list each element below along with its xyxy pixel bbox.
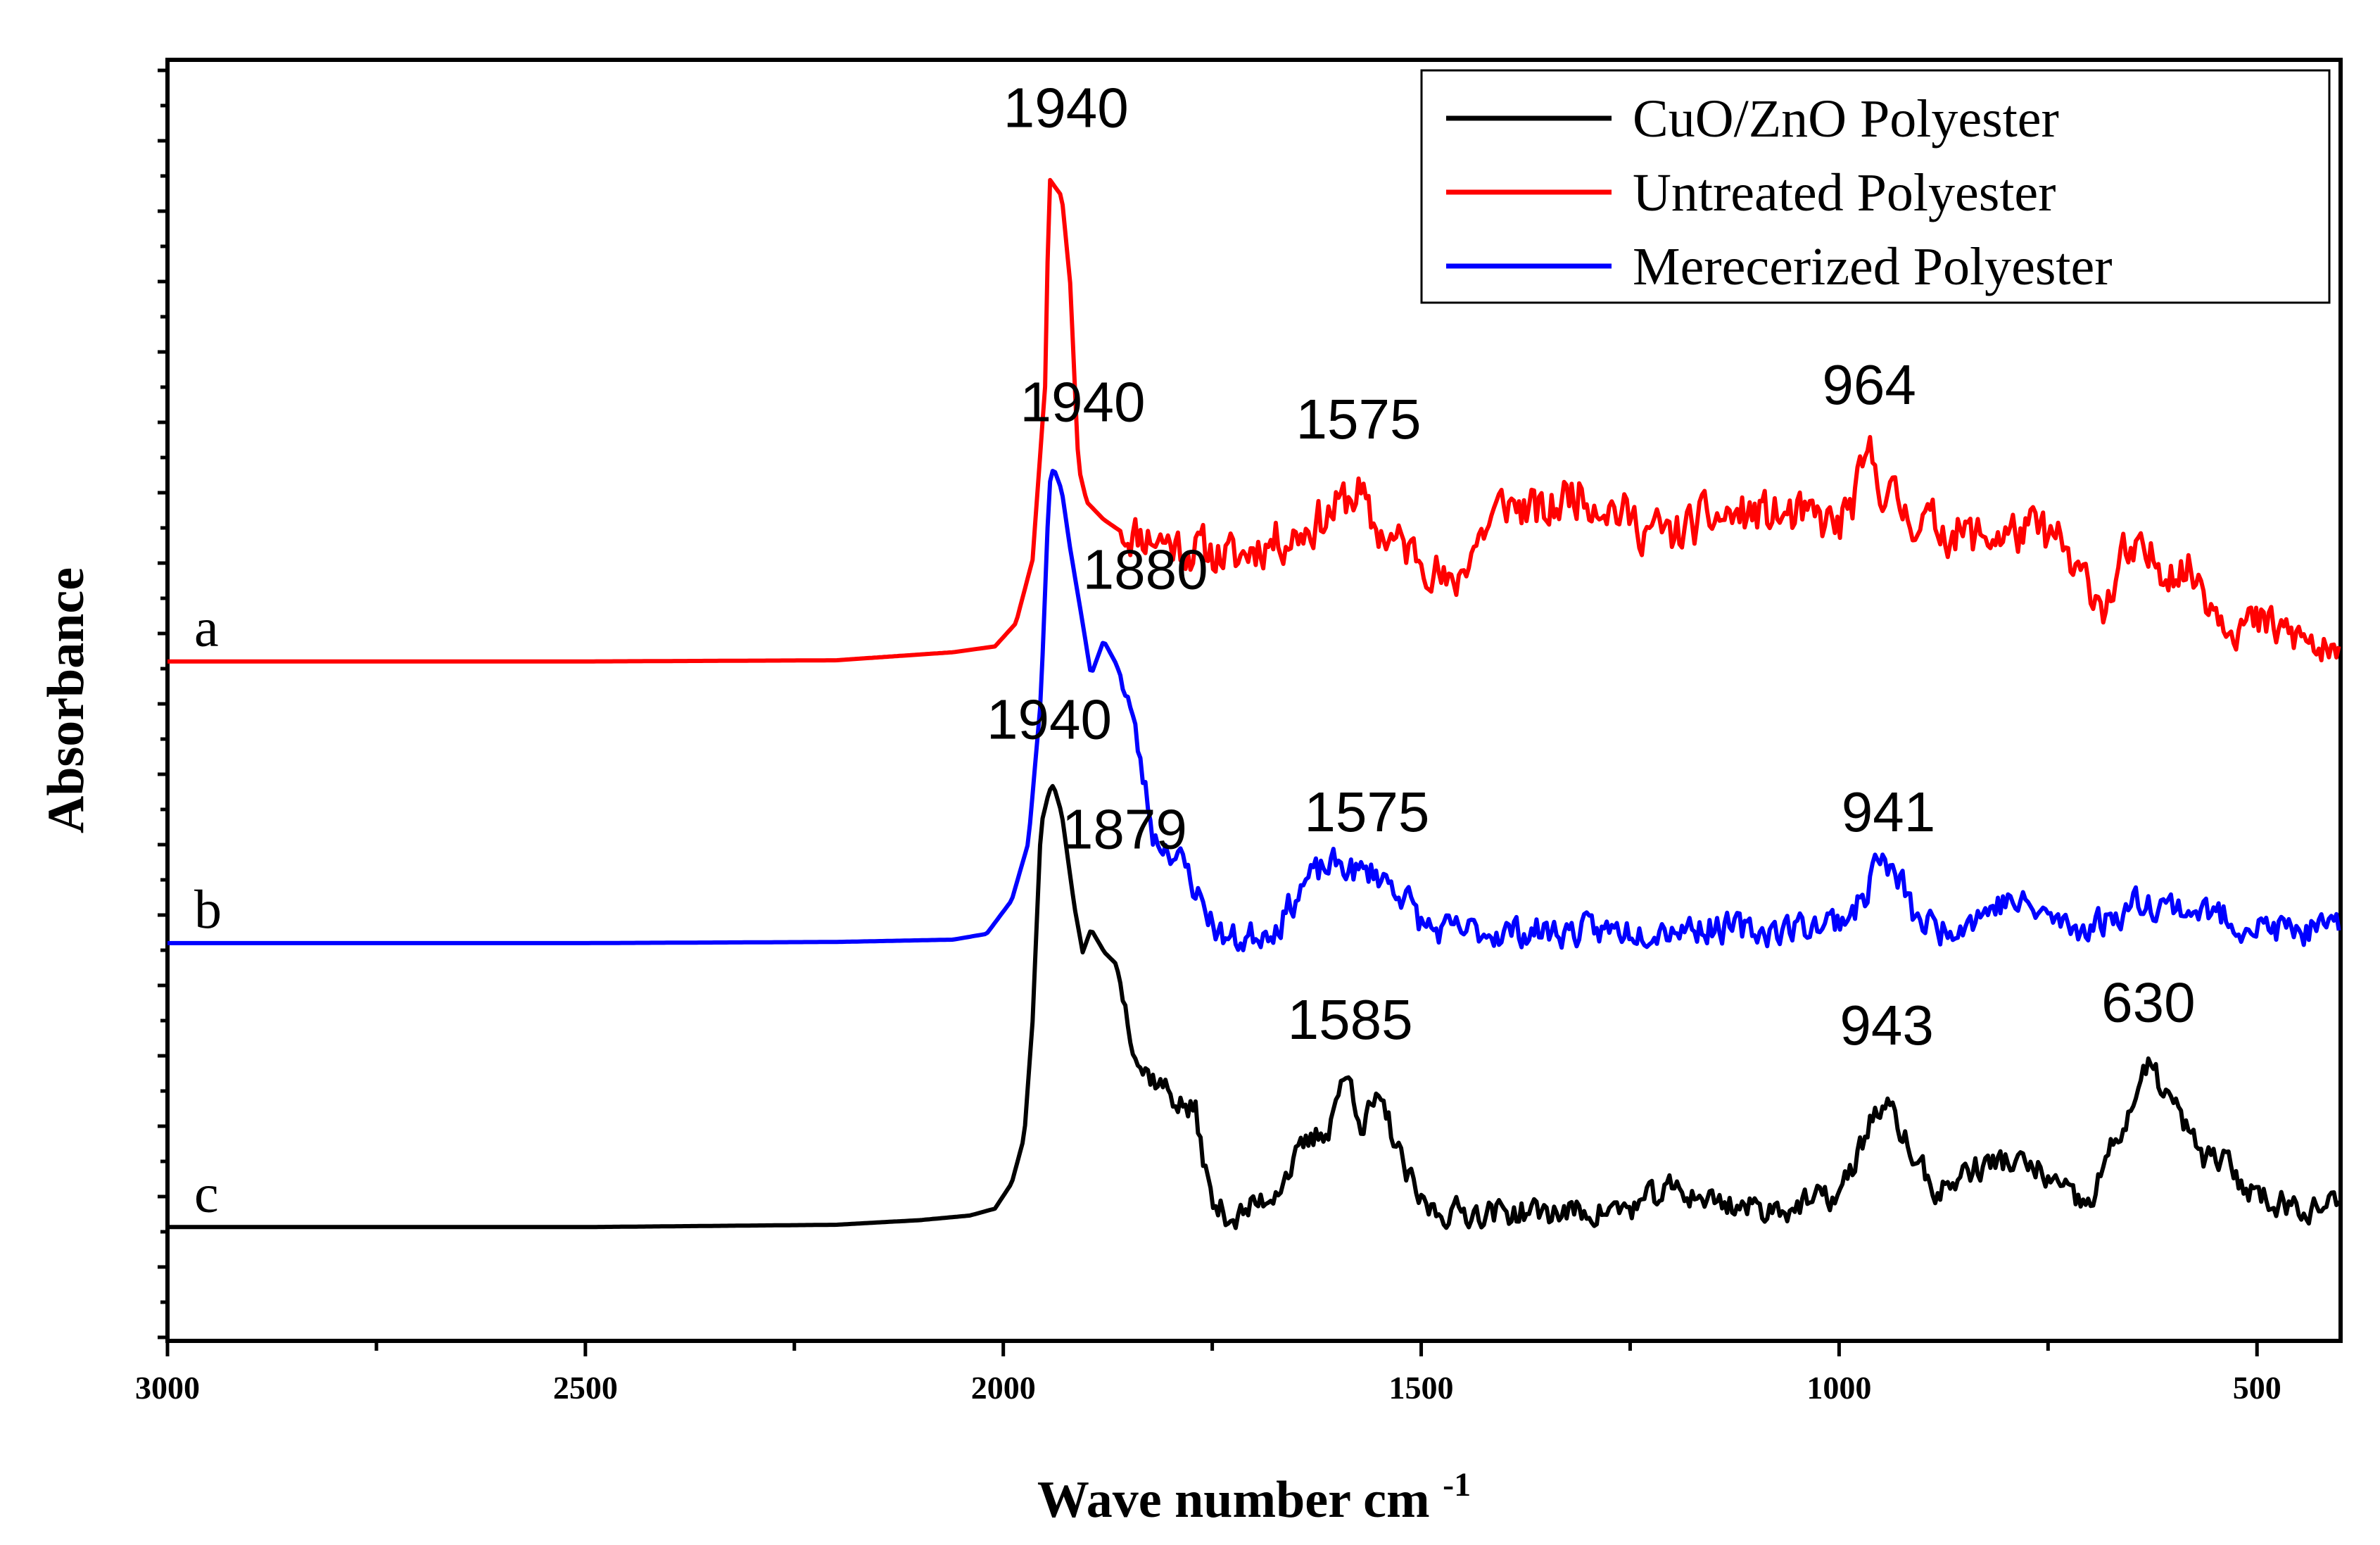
peak-label: 1940 [1020, 371, 1146, 434]
x-tick-label: 1500 [1389, 1370, 1454, 1406]
x-tick-label: 500 [2233, 1370, 2281, 1406]
legend-label: Merecerized Polyester [1633, 237, 2113, 296]
x-tick-label: 3000 [135, 1370, 200, 1406]
series-line-a [167, 177, 2341, 664]
x-axis-title: Wave number cm -1 [1037, 1466, 1471, 1529]
peak-label: 1575 [1304, 781, 1429, 843]
x-tick-label: 2000 [971, 1370, 1036, 1406]
peak-label: 941 [1842, 781, 1935, 843]
peak-label: 630 [2101, 971, 2195, 1033]
peak-label: 1880 [1083, 538, 1208, 600]
peak-label: 943 [1840, 994, 1933, 1057]
curve-tag-c: c [194, 1162, 219, 1223]
legend-label: Untreated Polyester [1633, 163, 2056, 222]
y-axis-title: Absorbance [37, 567, 95, 833]
series-line-b [167, 469, 2341, 952]
peak-label: 1575 [1296, 388, 1421, 450]
x-tick-label: 2500 [553, 1370, 618, 1406]
peak-label: 1879 [1062, 797, 1187, 860]
curve-tag-b: b [194, 878, 222, 940]
peak-label: 1940 [1004, 76, 1129, 139]
x-axis-title-superscript: -1 [1443, 1466, 1471, 1503]
plot-frame [165, 58, 2343, 1343]
peak-label: 964 [1822, 353, 1916, 416]
x-tick-label: 1000 [1806, 1370, 1871, 1406]
curve-tag-a: a [194, 597, 219, 658]
legend-label: CuO/ZnO Polyester [1633, 89, 2059, 149]
peak-label: 1940 [987, 688, 1112, 751]
peak-label: 1585 [1288, 988, 1413, 1051]
series-line-c [167, 783, 2341, 1230]
